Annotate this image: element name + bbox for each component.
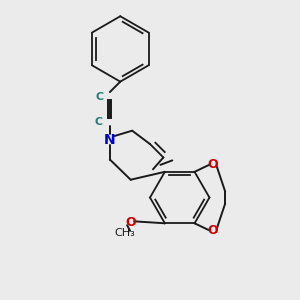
Text: N: N (104, 133, 116, 147)
Text: O: O (207, 158, 218, 171)
Text: CH₃: CH₃ (114, 228, 135, 238)
Text: O: O (125, 216, 136, 229)
Text: C: C (95, 92, 104, 101)
Text: O: O (207, 224, 218, 237)
Text: C: C (95, 117, 103, 127)
